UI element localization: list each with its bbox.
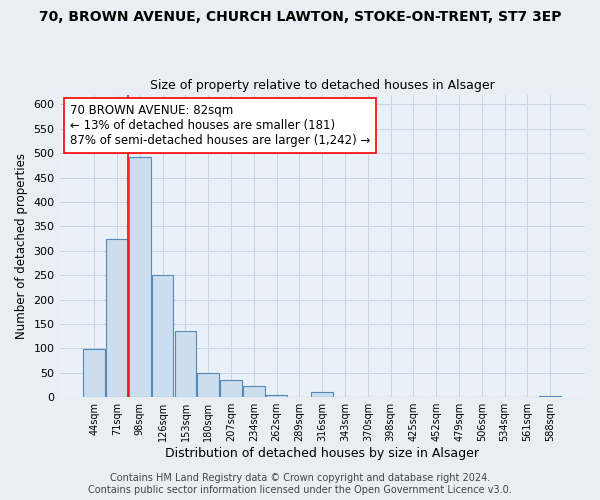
Bar	[243, 386, 265, 397]
Bar	[539, 396, 561, 397]
X-axis label: Distribution of detached houses by size in Alsager: Distribution of detached houses by size …	[165, 447, 479, 460]
Bar	[266, 395, 287, 397]
Y-axis label: Number of detached properties: Number of detached properties	[15, 153, 28, 339]
Bar	[106, 238, 128, 397]
Bar	[83, 349, 105, 397]
Title: Size of property relative to detached houses in Alsager: Size of property relative to detached ho…	[150, 79, 494, 92]
Text: 70 BROWN AVENUE: 82sqm
← 13% of detached houses are smaller (181)
87% of semi-de: 70 BROWN AVENUE: 82sqm ← 13% of detached…	[70, 104, 370, 146]
Bar	[152, 275, 173, 397]
Bar	[197, 373, 219, 397]
Bar	[129, 156, 151, 397]
Bar	[175, 332, 196, 397]
Bar	[220, 380, 242, 397]
Text: 70, BROWN AVENUE, CHURCH LAWTON, STOKE-ON-TRENT, ST7 3EP: 70, BROWN AVENUE, CHURCH LAWTON, STOKE-O…	[39, 10, 561, 24]
Text: Contains HM Land Registry data © Crown copyright and database right 2024.
Contai: Contains HM Land Registry data © Crown c…	[88, 474, 512, 495]
Bar	[311, 392, 333, 397]
